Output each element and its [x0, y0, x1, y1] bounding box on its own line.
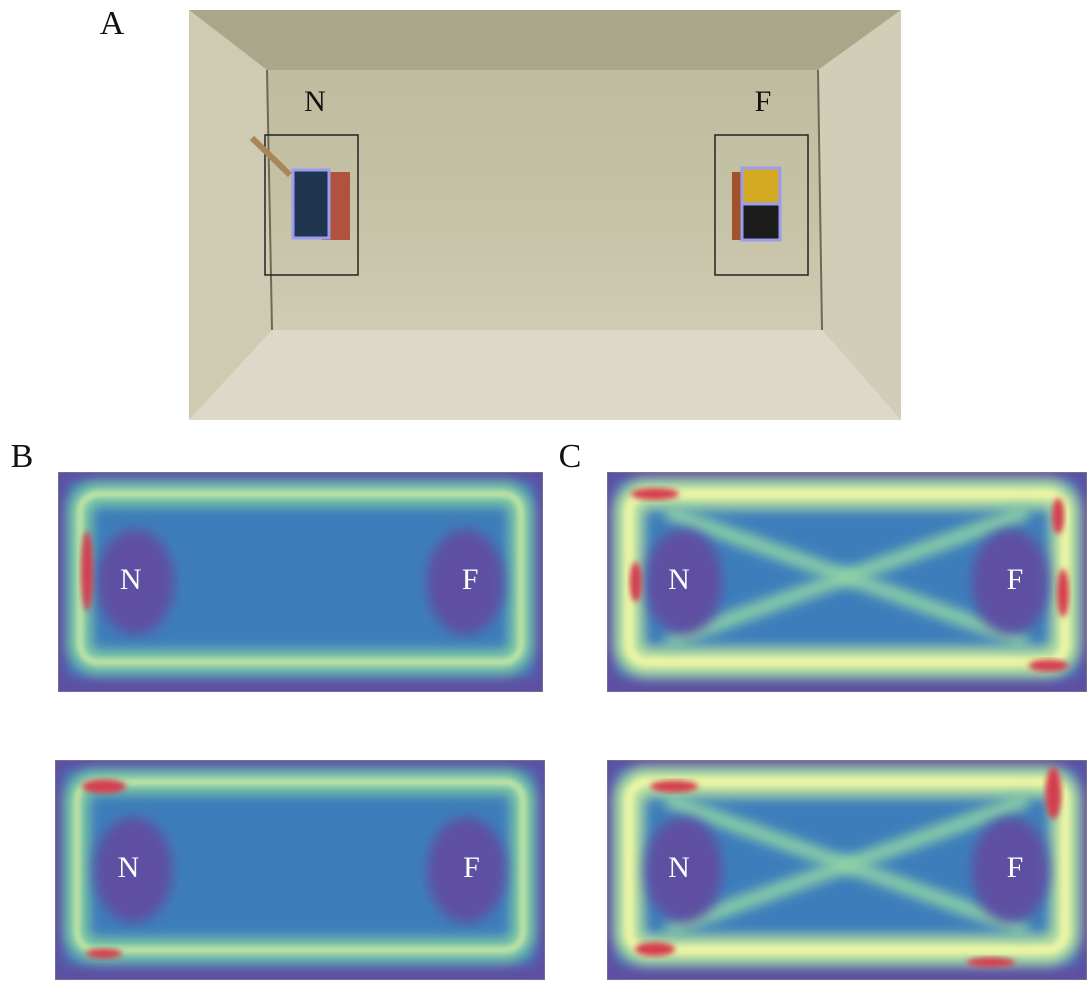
object-label: N	[668, 563, 690, 596]
hotspot	[650, 780, 698, 792]
object-label: N	[304, 85, 326, 118]
heatmaps: N F N F N F N F	[55, 472, 1087, 980]
hotspot	[1057, 569, 1069, 617]
object-label: F	[463, 851, 480, 884]
hotspot	[86, 949, 122, 959]
hotspot	[82, 779, 126, 793]
hotspot	[1029, 660, 1069, 672]
hotspot	[635, 942, 675, 956]
object-label: N	[120, 563, 142, 596]
object-label: F	[755, 85, 772, 118]
hotspot	[1052, 498, 1064, 534]
figure: A N F B C N F N F N F N F	[0, 0, 1087, 983]
panel-label: A	[100, 5, 125, 42]
hotspot	[1045, 767, 1061, 819]
panel-label: C	[559, 438, 582, 475]
object-label: N	[668, 851, 690, 884]
object-label: N	[118, 851, 140, 884]
hotspot	[81, 531, 93, 611]
hotspot	[967, 957, 1015, 967]
hotspot	[630, 562, 642, 602]
object-label: F	[1007, 851, 1024, 884]
panel-label: B	[11, 438, 34, 475]
arena-photo	[189, 10, 901, 420]
hotspot	[631, 488, 679, 500]
object-label: F	[462, 563, 479, 596]
object-label: F	[1007, 563, 1024, 596]
